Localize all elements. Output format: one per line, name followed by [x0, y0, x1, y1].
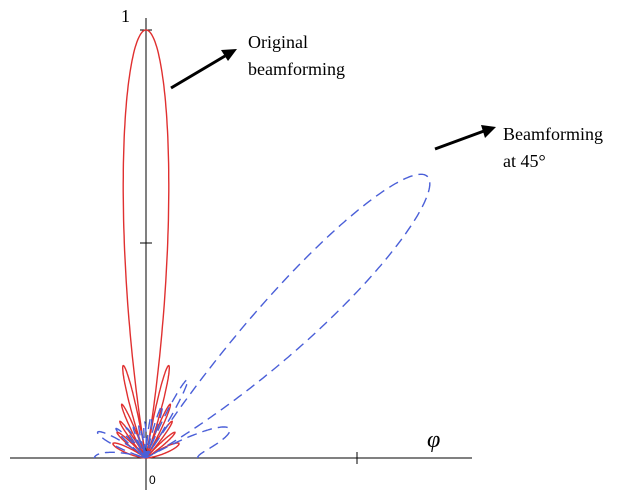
annotation-original-line-2: beamforming [248, 59, 345, 79]
annotation-arrow-original [170, 54, 226, 90]
annotation-arrow-45 [434, 129, 485, 151]
series-layer [93, 29, 431, 459]
x-axis-phi-label: φ [427, 427, 440, 453]
annotation-arrowhead-45 [481, 125, 496, 138]
annotation-original-line-1: Original [248, 32, 308, 52]
origin-label: 0 [149, 473, 156, 487]
series-1-beam-pattern [93, 173, 431, 459]
annotation-45-line-2: at 45° [503, 151, 546, 171]
annotation-45-line-1: Beamforming [503, 124, 603, 144]
annotation-arrowhead-original [221, 49, 237, 61]
y-axis-max-label: 1 [121, 6, 130, 26]
